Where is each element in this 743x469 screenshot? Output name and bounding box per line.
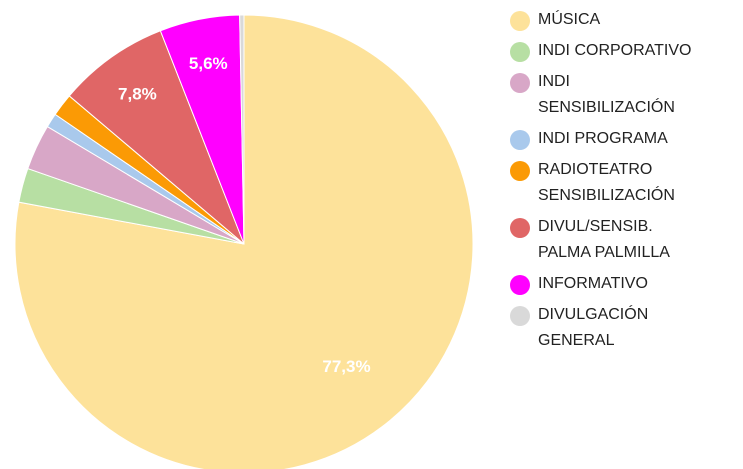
slice-value-label-6: 5,6% — [189, 54, 228, 73]
legend-item-2: INDI SENSIBILIZACIÓN — [510, 72, 740, 121]
legend-swatch — [510, 73, 530, 93]
legend-swatch — [510, 218, 530, 238]
legend-swatch — [510, 130, 530, 150]
slice-value-label-5: 7,8% — [118, 84, 157, 103]
pie-chart: 77,3% 7,8% 5,6% — [14, 14, 474, 469]
legend-label: RADIOTEATRO SENSIBILIZACIÓN — [538, 161, 675, 204]
legend-item-5: DIVUL/SENSIB. PALMA PALMILLA — [510, 217, 740, 266]
pie-slice-0 — [14, 14, 474, 469]
legend-swatch — [510, 161, 530, 181]
legend-swatch — [510, 306, 530, 326]
legend-item-1: INDI CORPORATIVO — [510, 41, 740, 64]
pie-slice-7 — [239, 14, 245, 245]
legend-label: MÚSICA — [538, 11, 601, 28]
legend-item-7: DIVULGACIÓN GENERAL — [510, 305, 740, 354]
chart-legend: MÚSICA INDI CORPORATIVO INDI SENSIBILIZACIÓ… — [510, 10, 740, 362]
legend-item-6: INFORMATIVO — [510, 274, 740, 297]
slice-value-label-0: 77,3% — [322, 357, 370, 376]
pie-slice-5 — [68, 30, 245, 245]
legend-label: INDI CORPORATIVO — [538, 42, 692, 59]
legend-label: DIVUL/SENSIB. PALMA PALMILLA — [538, 218, 670, 261]
legend-label: INFORMATIVO — [538, 275, 648, 292]
legend-swatch — [510, 275, 530, 295]
legend-label: INDI PROGRAMA — [538, 130, 668, 147]
legend-swatch — [510, 42, 530, 62]
legend-item-3: INDI PROGRAMA — [510, 129, 740, 152]
legend-swatch — [510, 11, 530, 31]
legend-item-0: MÚSICA — [510, 10, 740, 33]
legend-label: INDI SENSIBILIZACIÓN — [538, 73, 675, 116]
legend-label: DIVULGACIÓN GENERAL — [538, 306, 649, 349]
legend-item-4: RADIOTEATRO SENSIBILIZACIÓN — [510, 160, 740, 209]
